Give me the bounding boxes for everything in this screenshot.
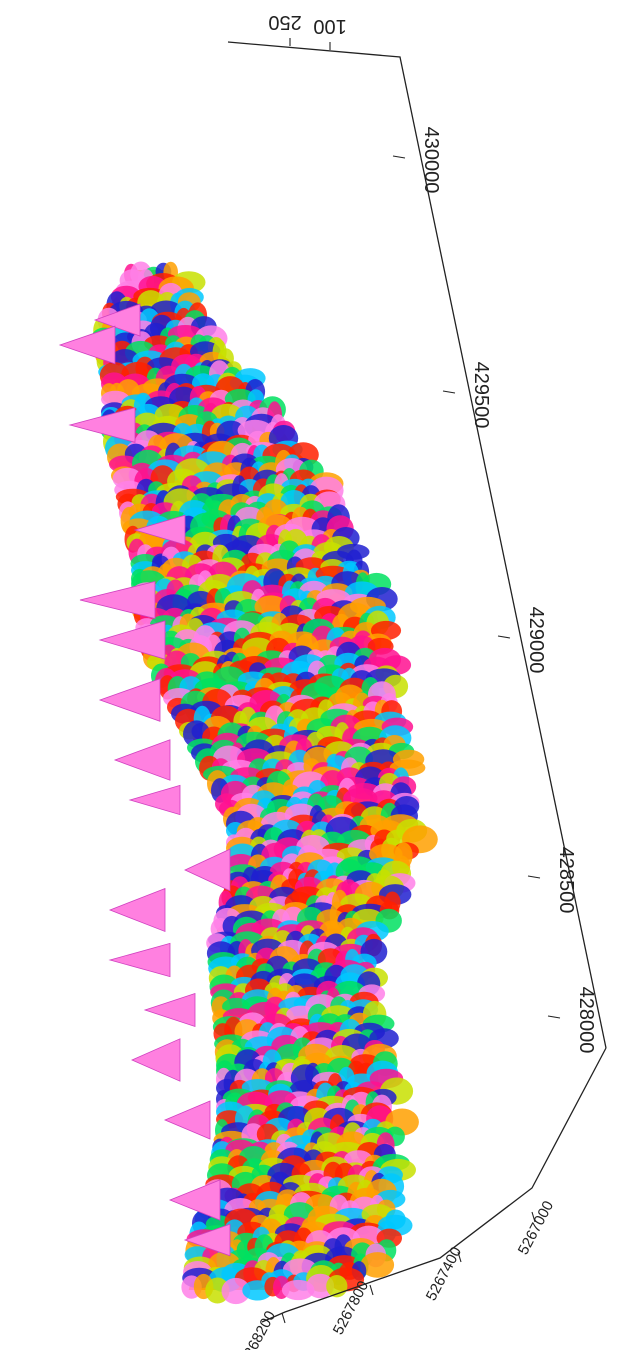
surface-peak: [143, 992, 196, 1028]
z-axis-ticks: 100 250: [268, 11, 347, 50]
surface-peak: [168, 1179, 221, 1221]
y-tick-label: 5267000: [515, 1198, 557, 1258]
surface-peak: [131, 1038, 181, 1082]
y-tick-label: 5268200: [237, 1308, 279, 1350]
surface-peak: [133, 514, 186, 546]
surface-peak: [108, 887, 166, 933]
x-tick-label: 428500: [555, 847, 577, 914]
surface-peak: [113, 739, 171, 781]
surface-peak: [58, 325, 116, 365]
surface-peak: [108, 942, 171, 978]
z-tick-label: 250: [268, 11, 301, 33]
x-tick-label: 430000: [420, 127, 442, 194]
x-tick-mark: [442, 390, 456, 394]
z-tick-label: 100: [313, 15, 346, 37]
x-tick-label: 429500: [470, 362, 492, 429]
surface-peak: [98, 678, 161, 722]
x-tick-mark: [392, 155, 406, 159]
surface-patch: [306, 1273, 335, 1299]
y-tick-mark: [457, 1251, 462, 1263]
x-tick-mark: [527, 875, 541, 879]
surface-peak: [128, 784, 181, 816]
x-tick-mark: [547, 1015, 561, 1019]
surface-terrain: [58, 261, 438, 1305]
surface-peak: [93, 303, 141, 337]
surface-peak: [68, 407, 136, 443]
surface-patch: [221, 1277, 251, 1305]
x-tick-label: 428000: [575, 987, 597, 1054]
y-tick-mark: [281, 1312, 286, 1324]
x-tick-label: 429000: [525, 607, 547, 674]
y-tick-mark: [369, 1284, 374, 1296]
axes-frame: [227, 41, 607, 1323]
surface-peak: [98, 620, 166, 660]
y-tick-label: 5267400: [423, 1244, 465, 1304]
surface-peak: [184, 848, 231, 892]
surface-peak: [79, 581, 156, 619]
y-tick-mark: [531, 1211, 536, 1223]
surface-peak: [163, 1100, 211, 1140]
x-tick-mark: [497, 635, 511, 639]
surface-patch: [360, 1252, 395, 1278]
y-axis-line: [261, 1047, 607, 1323]
surface-peak: [183, 1223, 231, 1257]
x-axis-line: [227, 41, 607, 1049]
x-axis-ticks: 428000 428500 429000 429500 430000: [392, 127, 597, 1054]
surface-patch: [281, 1279, 315, 1301]
